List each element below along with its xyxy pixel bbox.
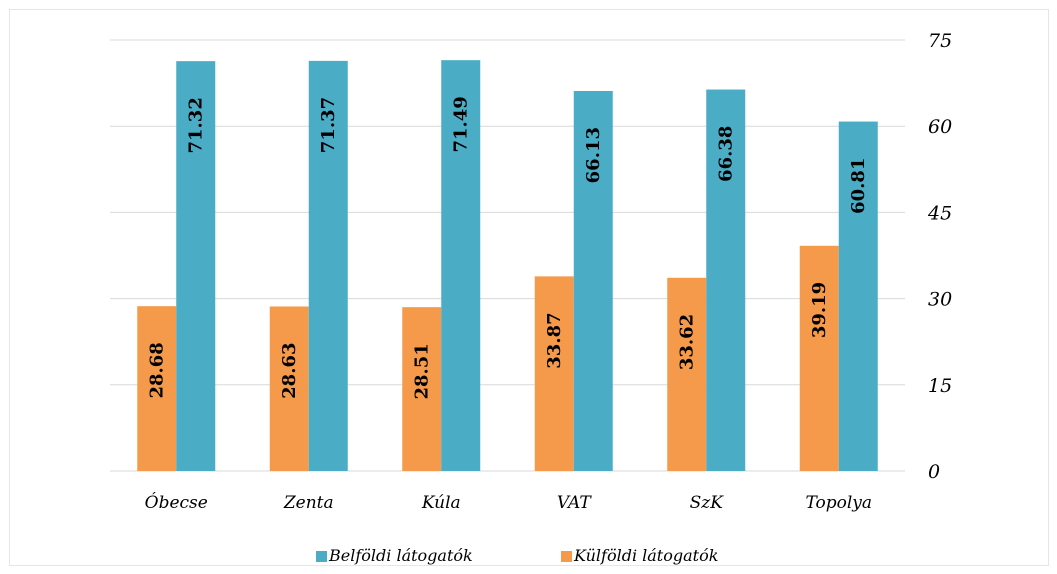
- y-tick-label: 75: [928, 30, 952, 52]
- x-category-label: Kúla: [421, 493, 461, 513]
- y-axis-ticks: 0 15 30 45 60 75: [927, 30, 952, 483]
- legend-swatch: [316, 551, 327, 562]
- bar: [441, 60, 481, 471]
- legend: Belföldi látogatók Külföldi látogatók: [316, 546, 718, 565]
- bar: [706, 89, 746, 472]
- y-tick-label: 15: [928, 375, 952, 397]
- bar: [176, 61, 216, 471]
- data-label: 66.38: [716, 126, 737, 182]
- data-label: 33.87: [544, 312, 565, 368]
- legend-label: Külföldi látogatók: [573, 546, 718, 565]
- data-label: 71.37: [318, 97, 339, 153]
- data-label: 39.19: [809, 282, 830, 338]
- data-label: 66.13: [583, 127, 604, 183]
- gridlines: [110, 39, 905, 472]
- data-label: 60.81: [848, 158, 869, 214]
- bar: [799, 245, 839, 471]
- data-label: 28.51: [412, 343, 433, 399]
- data-labels: 28.68 71.32 28.63 71.37 28.51 71.49 33.87 66.13…: [147, 96, 870, 399]
- y-tick-label: 0: [928, 461, 940, 483]
- bar: [573, 90, 613, 471]
- bar: [308, 60, 348, 471]
- x-category-label: Topolya: [805, 493, 872, 513]
- legend-label: Belföldi látogatók: [328, 546, 473, 565]
- y-tick-label: 60: [928, 116, 952, 138]
- y-tick-label: 30: [928, 289, 952, 311]
- data-label: 33.62: [677, 314, 698, 370]
- x-category-label: Zenta: [283, 493, 334, 513]
- bar: [534, 276, 574, 471]
- y-tick-label: 45: [927, 202, 952, 224]
- bars: [137, 60, 878, 472]
- bar: [838, 121, 878, 471]
- x-category-label: SzK: [690, 493, 725, 513]
- bar: [667, 277, 707, 471]
- data-label: 28.63: [279, 342, 300, 398]
- bar: [137, 306, 177, 471]
- bar: [269, 306, 309, 471]
- x-category-label: Óbecse: [145, 492, 208, 513]
- x-axis-categories: Óbecse Zenta Kúla VAT SzK Topolya: [145, 492, 872, 513]
- data-label: 71.49: [451, 96, 472, 152]
- data-label: 28.68: [147, 342, 168, 398]
- data-label: 71.32: [186, 97, 207, 153]
- legend-swatch: [561, 551, 572, 562]
- bar: [402, 307, 442, 471]
- x-category-label: VAT: [557, 493, 592, 513]
